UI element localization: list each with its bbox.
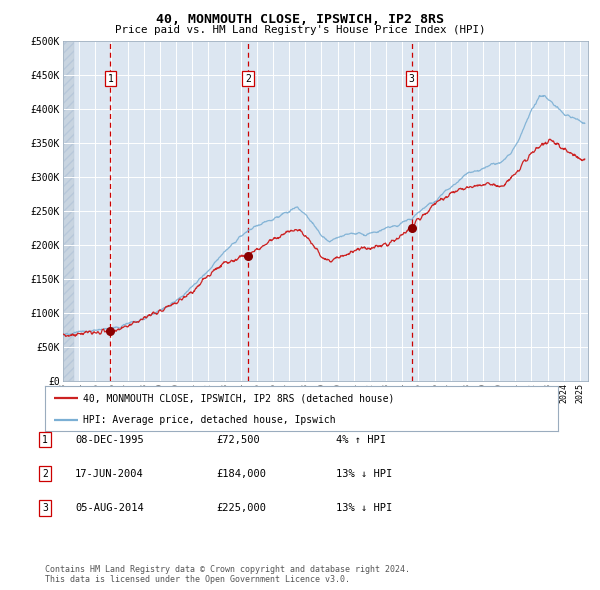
Text: 40, MONMOUTH CLOSE, IPSWICH, IP2 8RS (detached house): 40, MONMOUTH CLOSE, IPSWICH, IP2 8RS (de… [83,394,395,404]
Text: £184,000: £184,000 [216,469,266,478]
Text: 13% ↓ HPI: 13% ↓ HPI [336,469,392,478]
Text: Price paid vs. HM Land Registry's House Price Index (HPI): Price paid vs. HM Land Registry's House … [115,25,485,35]
Text: 3: 3 [42,503,48,513]
Text: Contains HM Land Registry data © Crown copyright and database right 2024.
This d: Contains HM Land Registry data © Crown c… [45,565,410,584]
Text: 2: 2 [245,74,251,84]
Text: £72,500: £72,500 [216,435,260,444]
Text: 3: 3 [409,74,415,84]
Text: £225,000: £225,000 [216,503,266,513]
Text: 17-JUN-2004: 17-JUN-2004 [75,469,144,478]
Text: 13% ↓ HPI: 13% ↓ HPI [336,503,392,513]
Text: 05-AUG-2014: 05-AUG-2014 [75,503,144,513]
Text: 1: 1 [42,435,48,444]
Text: 4% ↑ HPI: 4% ↑ HPI [336,435,386,444]
Text: HPI: Average price, detached house, Ipswich: HPI: Average price, detached house, Ipsw… [83,415,336,425]
Text: 40, MONMOUTH CLOSE, IPSWICH, IP2 8RS: 40, MONMOUTH CLOSE, IPSWICH, IP2 8RS [156,13,444,26]
Text: 1: 1 [107,74,113,84]
Text: 2: 2 [42,469,48,478]
Text: 08-DEC-1995: 08-DEC-1995 [75,435,144,444]
